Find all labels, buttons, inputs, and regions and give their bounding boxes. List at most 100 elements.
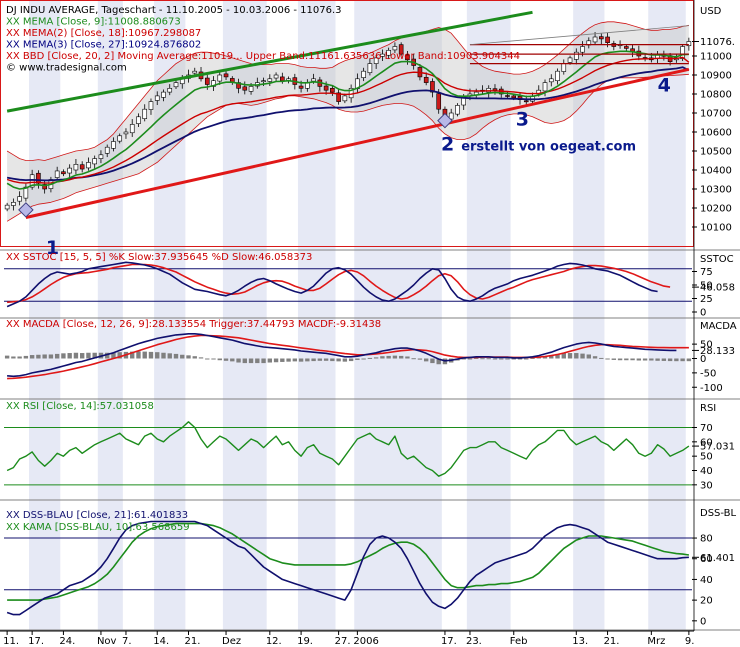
rsi-axis-tick-label: 70 xyxy=(700,423,713,434)
candle-body xyxy=(573,51,579,60)
candle-body xyxy=(267,78,273,82)
macd-histogram-bar xyxy=(630,358,635,361)
week-band xyxy=(297,0,336,630)
macd-axis-tick-label: 50 xyxy=(700,340,713,351)
candle-body xyxy=(29,174,35,188)
macd-histogram-bar xyxy=(117,352,122,359)
macd-histogram-bar xyxy=(161,352,166,359)
candle-body xyxy=(173,82,179,88)
price-axis-tick-label: 10700 xyxy=(700,109,732,120)
candle-body xyxy=(192,70,198,74)
price-axis-tick-label: 10900 xyxy=(700,71,732,82)
macd-histogram-bar xyxy=(42,354,47,359)
macd-histogram-bar xyxy=(192,356,197,359)
macd-histogram-bar xyxy=(79,353,85,359)
price-axis-tick-label: 10300 xyxy=(700,185,732,196)
macd-histogram-bar xyxy=(474,357,479,359)
sstoc-axis-tick-label: 75 xyxy=(700,267,713,278)
trendline-support xyxy=(25,67,690,219)
macd-histogram-bar xyxy=(48,354,54,359)
price-legend-line: © www.tradesignal.com xyxy=(6,63,127,74)
macd-histogram-bar xyxy=(380,356,385,359)
rsi-axis-tick-label: 40 xyxy=(700,466,713,477)
dss-legend: XX DSS-BLAU [Close, 21]:61.401833 xyxy=(6,510,188,521)
macd-histogram-bar xyxy=(180,354,185,359)
x-tick-label: 14. xyxy=(153,636,169,647)
macd-histogram-bar xyxy=(624,358,629,361)
candle-body xyxy=(204,77,210,85)
candle-body xyxy=(523,100,529,103)
mema9-line xyxy=(6,50,689,190)
macd-histogram-bar xyxy=(342,358,348,362)
candle-body xyxy=(567,57,573,63)
candle-body xyxy=(98,154,104,159)
macd-histogram-bar xyxy=(167,353,172,359)
week-band xyxy=(29,0,61,630)
macd-histogram-bar xyxy=(405,356,410,359)
dss-axis-tick-label: 80 xyxy=(700,534,713,545)
candle-body xyxy=(624,46,629,49)
macd-histogram-bar xyxy=(680,358,685,362)
candle-body xyxy=(111,141,116,149)
price-last-label: 11076. xyxy=(700,37,735,48)
macd-histogram-bar xyxy=(298,358,304,362)
candle-body xyxy=(361,70,366,78)
candle-body xyxy=(61,171,66,175)
week-band xyxy=(97,0,123,630)
macd-histogram-bar xyxy=(461,358,466,360)
turning-point-label: 4 xyxy=(658,74,671,96)
macd-histogram-bar xyxy=(649,358,654,361)
x-tick-label: 21. xyxy=(604,636,620,647)
macd-histogram-bar xyxy=(61,353,66,359)
macd-histogram-bar xyxy=(642,358,648,361)
macd-histogram-bar xyxy=(54,353,60,359)
macd-histogram-bar xyxy=(186,355,191,359)
candle-body xyxy=(79,164,85,170)
candle-body xyxy=(548,78,554,83)
macd-histogram-bar xyxy=(492,358,498,360)
macd-histogram-bar xyxy=(261,358,266,364)
macd-histogram-bar xyxy=(611,358,617,360)
macd-pane-label: MACDA xyxy=(700,321,737,332)
trendline-upper-channel xyxy=(6,10,533,113)
macd-histogram-bar xyxy=(599,357,604,359)
macd-histogram-bar xyxy=(511,358,516,360)
macd-histogram-bar xyxy=(292,358,298,362)
candle-body xyxy=(380,53,385,57)
price-legend-line: DJ INDU AVERAGE, Tageschart - 11.10.2005… xyxy=(6,5,342,16)
x-tick-label: 19. xyxy=(297,636,313,647)
macd-line xyxy=(7,332,677,378)
macd-histogram-bar xyxy=(423,358,429,362)
macd-histogram-bar xyxy=(605,358,610,360)
candle-body xyxy=(436,93,441,110)
macd-histogram-bar xyxy=(517,358,523,360)
candle-body xyxy=(217,74,223,82)
macd-axis-tick-label: -50 xyxy=(700,368,716,379)
rsi-pane-label: RSI xyxy=(700,403,716,414)
x-tick-label: 13. xyxy=(572,636,588,647)
candle-body xyxy=(17,196,22,202)
macd-histogram-bar xyxy=(355,358,360,360)
x-tick-label: 9. xyxy=(685,636,695,647)
candle-body xyxy=(117,135,123,142)
macd-histogram-bar xyxy=(549,355,554,359)
macd-histogram-bar xyxy=(661,358,667,361)
candle-body xyxy=(542,82,548,92)
candle-body xyxy=(129,124,135,134)
dss-axis-tick-label: 0 xyxy=(700,616,706,627)
x-tick-label: 24. xyxy=(59,636,75,647)
macd-axis-tick-label: -100 xyxy=(700,383,723,394)
price-axis-tick-label: 10600 xyxy=(700,128,732,139)
dss-axis-tick-label: 20 xyxy=(700,596,713,607)
macd-histogram-bar xyxy=(530,357,535,359)
candle-body xyxy=(405,54,410,61)
mema27-line xyxy=(6,66,690,182)
candle-body xyxy=(367,63,373,74)
sstoc-axis-tick-label: 25 xyxy=(700,294,713,305)
turning-point-marker xyxy=(18,202,34,218)
candle-body xyxy=(580,46,585,53)
macd-histogram-bar xyxy=(524,358,529,360)
candle-body xyxy=(686,41,692,47)
macd-histogram-bar xyxy=(230,358,235,362)
